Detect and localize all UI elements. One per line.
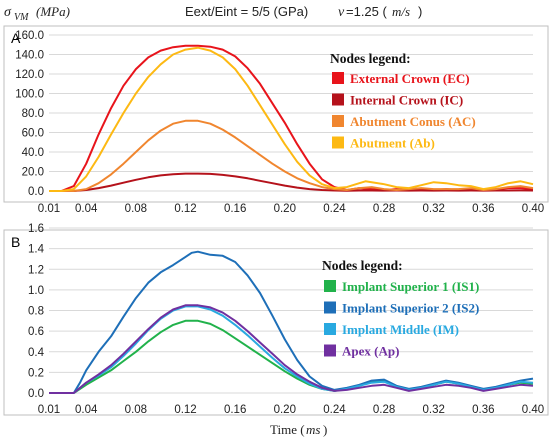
velocity-symbol: v: [338, 5, 345, 20]
y-tick-label: 0.0: [28, 388, 44, 400]
series-line: [49, 46, 534, 192]
velocity-unit: m/s: [392, 4, 410, 19]
y-tick-label: 0.8: [28, 306, 44, 318]
legend-swatch: [332, 115, 344, 127]
x-tick-label: 0.24: [323, 203, 346, 215]
y-tick-label: 60.0: [22, 128, 44, 140]
legend-swatch: [324, 323, 336, 335]
y-tick-label: 80.0: [22, 108, 44, 120]
x-tick-label: 0.16: [224, 203, 246, 215]
y-tick-label: 1.4: [28, 244, 45, 256]
x-tick-label: 0.04: [75, 404, 98, 416]
panel-label: B: [11, 234, 20, 250]
legend-swatch: [332, 93, 344, 106]
series-line: [49, 304, 534, 394]
panel-a-chart: 0.0 20.0 40.0 60.0 80.0 100.0 120.0 140.0 160.0 0…: [3, 25, 549, 215]
x-tick-label: 0.40: [522, 404, 544, 416]
legend-title: Nodes legend:: [322, 258, 403, 273]
y-tick-label: 1.6: [28, 223, 44, 235]
velocity-value: =1.25 (: [346, 4, 388, 19]
y-tick-label: 20.0: [22, 167, 44, 179]
y-tick-label: 100.0: [15, 89, 44, 101]
legend-swatch: [332, 136, 344, 149]
x-tick-label: 0.12: [174, 404, 196, 416]
y-tick-label: 1.2: [28, 264, 44, 276]
x-tick-label: 0.20: [274, 404, 296, 416]
legend-label: Apex (Ap): [342, 344, 399, 359]
x-tick-label: 0.20: [274, 203, 296, 215]
x-tick-label: 0.32: [423, 404, 445, 416]
x-tick-label: 0.16: [224, 404, 246, 416]
y-axis-label-unit: (MPa): [36, 4, 70, 19]
parameters-label: Eext/Eint = 5/5 (GPa): [185, 4, 308, 19]
legend-label: Abutment (Ab): [350, 136, 435, 151]
x-tick-label: 0.08: [125, 404, 147, 416]
x-tick-label: 0.08: [125, 203, 147, 215]
x-tick-label: 0.24: [323, 404, 346, 416]
velocity-close: ): [418, 4, 422, 19]
panel-b-chart: 0.0 0.2 0.4 0.6 0.8 1.0 1.2 1.4 1.6 0.01 0.04 0.08 0…: [3, 223, 549, 416]
x-tick-label: 0.36: [472, 203, 494, 215]
legend-title: Nodes legend:: [330, 51, 411, 66]
legend-swatch: [324, 301, 336, 314]
y-tick-label: 40.0: [22, 147, 44, 159]
legend-label: Internal Crown (IC): [350, 93, 463, 108]
panel-label: A: [11, 30, 21, 46]
legend-swatch: [324, 280, 336, 292]
series-line: [49, 250, 534, 394]
x-tick-label: 0.40: [522, 203, 544, 215]
x-axis-title: Time (: [270, 422, 305, 437]
y-tick-label: 0.0: [28, 186, 44, 198]
legend-swatch: [332, 72, 344, 84]
series-line: [49, 305, 534, 394]
x-axis-title-unit: ms: [306, 422, 320, 437]
y-tick-label: 0.6: [28, 326, 44, 338]
x-axis-title-close: ): [323, 422, 327, 437]
y-tick-label: 1.0: [28, 285, 44, 297]
x-tick-label: 0.12: [174, 203, 196, 215]
legend-label: Implant Superior 2 (IS2): [342, 301, 479, 316]
panel-frame: [3, 25, 549, 203]
legend-label: Implant Middle (IM): [342, 322, 459, 337]
series-line: [49, 119, 534, 192]
y-tick-label: 0.4: [28, 347, 45, 359]
legend-label: Abutment Conus (AC): [350, 114, 476, 129]
x-tick-label: 0.01: [38, 203, 60, 215]
x-tick-label: 0.28: [373, 404, 395, 416]
legend-swatch: [324, 344, 336, 357]
x-tick-label: 0.32: [423, 203, 445, 215]
series-line: [49, 172, 534, 192]
y-tick-label: 160.0: [15, 30, 44, 42]
x-tick-label: 0.28: [373, 203, 395, 215]
x-tick-label: 0.36: [472, 404, 494, 416]
y-tick-label: 120.0: [15, 69, 44, 81]
legend-label: External Crown (EC): [350, 71, 470, 86]
y-axis-label-subscript: VM: [14, 12, 29, 23]
y-tick-label: 140.0: [15, 50, 44, 62]
x-tick-label: 0.01: [38, 404, 60, 416]
x-tick-label: 0.04: [75, 203, 98, 215]
legend-label: Implant Superior 1 (IS1): [342, 279, 479, 294]
y-tick-label: 0.2: [28, 367, 44, 379]
panel-frame: [3, 229, 549, 416]
y-axis-label: σ: [4, 5, 12, 20]
